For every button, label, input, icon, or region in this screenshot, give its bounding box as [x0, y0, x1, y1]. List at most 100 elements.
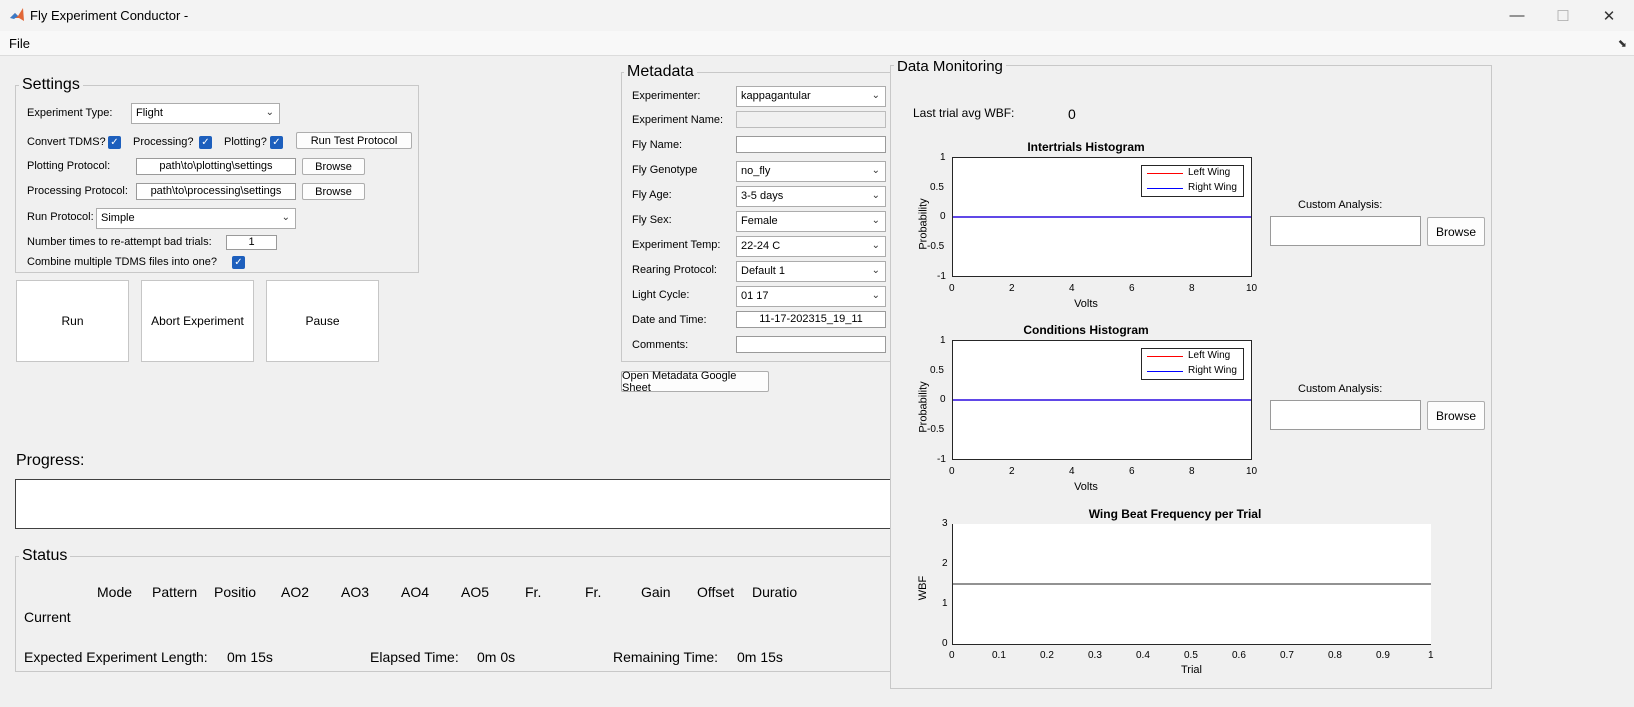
- undock-icon[interactable]: ⬊: [1617, 38, 1627, 50]
- x-tick: 0.1: [992, 650, 1006, 661]
- experiment-type-dropdown[interactable]: Flight ⌄: [131, 103, 280, 124]
- comments-label: Comments:: [632, 339, 689, 351]
- processing-protocol-field[interactable]: path\to\processing\settings: [136, 183, 296, 200]
- fly-sex-dropdown[interactable]: Female ⌄: [736, 211, 886, 232]
- elapsed-time-label: Elapsed Time:: [370, 649, 459, 665]
- matlab-logo-icon: [10, 8, 24, 21]
- x-tick: 0.2: [1040, 650, 1054, 661]
- close-button[interactable]: ✕: [1602, 7, 1616, 25]
- conditions-histogram-chart: Conditions Histogram Probability Volts L…: [910, 321, 1262, 497]
- y-tick: -0.5: [927, 241, 945, 252]
- status-column-header: Fr.: [525, 584, 542, 600]
- plot-area: Left Wing Right Wing: [952, 340, 1252, 460]
- x-tick: 0: [949, 650, 955, 661]
- experiment-temp-dropdown[interactable]: 22-24 C ⌄: [736, 236, 886, 257]
- plotting-browse-button[interactable]: Browse: [302, 158, 365, 175]
- processing-browse-button[interactable]: Browse: [302, 183, 365, 200]
- data-monitoring-title: Data Monitoring: [894, 58, 1006, 75]
- experiment-name-label: Experiment Name:: [632, 114, 724, 126]
- y-tick: 0: [940, 394, 946, 405]
- pause-button[interactable]: Pause: [266, 280, 379, 362]
- run-protocol-label: Run Protocol:: [27, 211, 94, 223]
- custom-analysis-browse-button[interactable]: Browse: [1427, 217, 1485, 246]
- custom-analysis-browse-button[interactable]: Browse: [1427, 401, 1485, 430]
- legend-swatch: [1147, 371, 1183, 372]
- fly-age-dropdown[interactable]: 3-5 days ⌄: [736, 186, 886, 207]
- comments-field[interactable]: [736, 336, 886, 353]
- legend-label: Right Wing: [1188, 365, 1237, 376]
- last-wbf-label: Last trial avg WBF:: [913, 106, 1015, 120]
- chevron-down-icon: ⌄: [871, 265, 880, 276]
- x-tick: 0.8: [1328, 650, 1342, 661]
- maximize-button[interactable]: ☐: [1556, 7, 1570, 25]
- status-column-header: Gain: [641, 584, 671, 600]
- date-time-field[interactable]: 11-17-202315_19_11: [736, 311, 886, 328]
- x-axis-label: Trial: [1181, 664, 1202, 676]
- custom-analysis-field[interactable]: [1270, 216, 1421, 246]
- status-column-header: Offset: [697, 584, 735, 600]
- convert-tdms-label: Convert TDMS?: [27, 136, 106, 148]
- x-axis-label: Volts: [1074, 481, 1098, 493]
- experimenter-label: Experimenter:: [632, 90, 701, 102]
- x-tick: 4: [1069, 283, 1075, 294]
- legend-label: Right Wing: [1188, 182, 1237, 193]
- status-column-header: Mode: [97, 584, 133, 600]
- elapsed-time-value: 0m 0s: [477, 649, 516, 665]
- status-column-header: Pattern: [152, 584, 198, 600]
- chevron-down-icon: ⌄: [281, 212, 290, 223]
- reattempt-field[interactable]: 1: [226, 235, 277, 250]
- experimenter-value: kappagantular: [741, 90, 811, 102]
- x-tick: 0.4: [1136, 650, 1150, 661]
- processing-checkbox[interactable]: ✓: [199, 136, 212, 149]
- light-cycle-value: 01 17: [741, 290, 769, 302]
- abort-experiment-button[interactable]: Abort Experiment: [141, 280, 254, 362]
- expected-length-label: Expected Experiment Length:: [24, 649, 208, 665]
- y-axis-label: WBF: [917, 575, 930, 601]
- convert-tdms-checkbox[interactable]: ✓: [108, 136, 121, 149]
- light-cycle-dropdown[interactable]: 01 17 ⌄: [736, 286, 886, 307]
- y-tick: -0.5: [927, 424, 945, 435]
- rearing-protocol-dropdown[interactable]: Default 1 ⌄: [736, 261, 886, 282]
- plotting-checkbox[interactable]: ✓: [270, 136, 283, 149]
- legend-swatch: [1147, 356, 1183, 357]
- experiment-temp-label: Experiment Temp:: [632, 239, 721, 251]
- x-axis-label: Volts: [1074, 298, 1098, 310]
- last-wbf-value: 0: [1068, 106, 1076, 122]
- custom-analysis-label: Custom Analysis:: [1298, 383, 1383, 395]
- run-protocol-dropdown[interactable]: Simple ⌄: [96, 208, 296, 229]
- progress-bar: [15, 479, 895, 529]
- x-tick: 6: [1129, 466, 1135, 477]
- experiment-type-label: Experiment Type:: [27, 107, 113, 119]
- y-tick: 1: [942, 598, 948, 609]
- x-tick: 0.5: [1184, 650, 1198, 661]
- chevron-down-icon: ⌄: [871, 190, 880, 201]
- wbf-per-trial-chart: Wing Beat Frequency per Trial WBF Trial …: [910, 505, 1440, 681]
- fly-sex-value: Female: [741, 215, 778, 227]
- y-tick: 0: [942, 638, 948, 649]
- experimenter-dropdown[interactable]: kappagantular ⌄: [736, 86, 886, 107]
- open-metadata-sheet-button[interactable]: Open Metadata Google Sheet: [621, 370, 769, 394]
- y-tick: 1: [940, 152, 946, 163]
- run-test-protocol-button[interactable]: Run Test Protocol: [296, 132, 412, 149]
- y-tick: 0: [940, 211, 946, 222]
- legend-swatch: [1147, 173, 1183, 174]
- fly-age-label: Fly Age:: [632, 189, 672, 201]
- x-tick: 8: [1189, 466, 1195, 477]
- y-tick: -1: [937, 454, 946, 465]
- minimize-button[interactable]: —: [1509, 7, 1525, 24]
- fly-genotype-dropdown[interactable]: no_fly ⌄: [736, 161, 886, 182]
- run-button[interactable]: Run: [16, 280, 129, 362]
- settings-title: Settings: [19, 76, 83, 94]
- y-tick: 2: [942, 558, 948, 569]
- menu-file[interactable]: File: [9, 36, 30, 51]
- fly-name-label: Fly Name:: [632, 139, 683, 151]
- custom-analysis-field[interactable]: [1270, 400, 1421, 430]
- status-column-header: Fr.: [585, 584, 602, 600]
- x-tick: 8: [1189, 283, 1195, 294]
- x-tick: 2: [1009, 466, 1015, 477]
- chevron-down-icon: ⌄: [871, 290, 880, 301]
- fly-name-field[interactable]: [736, 136, 886, 153]
- plotting-protocol-field[interactable]: path\to\plotting\settings: [136, 158, 296, 175]
- status-column-header: AO2: [281, 584, 310, 600]
- combine-tdms-checkbox[interactable]: ✓: [232, 256, 245, 269]
